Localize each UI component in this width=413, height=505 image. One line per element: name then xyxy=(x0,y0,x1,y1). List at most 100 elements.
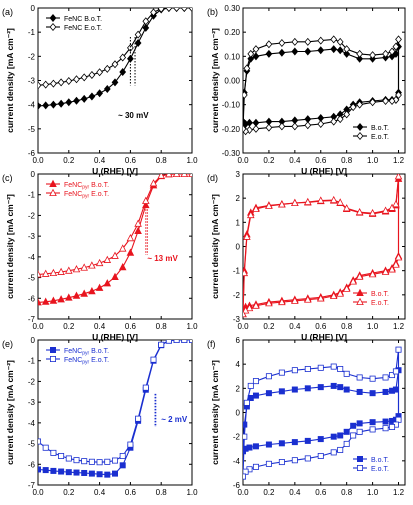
data-point xyxy=(350,432,357,439)
data-point xyxy=(252,204,260,213)
data-point xyxy=(243,91,248,99)
data-point xyxy=(304,365,311,372)
data-point xyxy=(337,446,344,453)
data-point xyxy=(395,91,402,99)
data-point xyxy=(291,439,298,446)
data-point xyxy=(330,382,337,389)
x-tick-label: 1.0 xyxy=(367,156,379,165)
data-point xyxy=(172,174,181,178)
data-point xyxy=(330,449,337,456)
data-point xyxy=(142,17,150,26)
series-2 xyxy=(38,8,192,90)
legend-label: B.o.T. xyxy=(371,125,389,132)
y-tick-label: -7 xyxy=(28,481,36,490)
data-point xyxy=(58,452,65,459)
data-point xyxy=(42,444,49,451)
data-point xyxy=(304,197,312,206)
data-point xyxy=(157,8,165,13)
y-tick-label: -1 xyxy=(28,191,36,200)
x-tick-label: 0.2 xyxy=(63,488,75,497)
data-point xyxy=(72,265,81,273)
data-point xyxy=(73,96,80,105)
data-point xyxy=(342,204,351,212)
x-tick-label: 0.2 xyxy=(263,488,275,497)
chart-panel-b: 0.0 0.2 0.4 0.6 0.8 1.0 1.2 0.30 0.20 0.10 0.00 -0.… xyxy=(207,4,406,176)
panel-label: (a) xyxy=(2,7,13,17)
data-point xyxy=(369,390,376,397)
data-point xyxy=(389,417,396,424)
data-point xyxy=(252,124,260,133)
data-point xyxy=(343,49,351,58)
y-tick-label: 0.00 xyxy=(224,77,240,86)
y-tick-label: 2 xyxy=(236,194,241,203)
data-point xyxy=(317,36,325,45)
data-point xyxy=(165,8,173,12)
y-tick-label: -6 xyxy=(28,460,36,469)
data-point xyxy=(291,457,298,464)
data-point xyxy=(278,388,285,395)
data-point xyxy=(88,70,96,79)
data-point xyxy=(57,78,65,87)
data-point xyxy=(103,64,111,73)
y-tick-label: -5 xyxy=(28,440,36,449)
data-point xyxy=(38,298,42,306)
data-point xyxy=(388,47,396,56)
data-point xyxy=(395,35,402,44)
y-tick-label: -4 xyxy=(28,253,36,262)
data-point xyxy=(291,296,299,304)
data-point xyxy=(392,368,399,375)
data-point xyxy=(317,452,324,459)
data-point xyxy=(343,440,350,447)
data-point xyxy=(243,64,251,73)
y-tick-label: 2 xyxy=(236,384,241,393)
series-2 xyxy=(243,346,402,480)
x-tick-label: 0.0 xyxy=(237,322,249,331)
x-tick-label: 0.2 xyxy=(263,156,275,165)
data-point xyxy=(119,462,126,469)
data-point xyxy=(304,455,311,462)
x-tick-label: 0.8 xyxy=(156,322,168,331)
data-point xyxy=(243,433,248,440)
y-tick-label: -0.20 xyxy=(222,125,241,134)
data-point xyxy=(265,49,273,58)
x-tick-label: 0.2 xyxy=(63,322,75,331)
y-tick-label: 0 xyxy=(236,409,241,418)
y-tick-label: -6 xyxy=(28,149,36,158)
y-tick-label: -4 xyxy=(28,101,36,110)
data-point xyxy=(119,53,127,62)
data-point xyxy=(265,460,272,467)
data-point xyxy=(392,199,400,208)
data-point xyxy=(112,457,119,464)
legend-marker xyxy=(49,14,57,22)
data-point xyxy=(103,279,112,287)
data-point xyxy=(50,100,57,109)
panel-label: (d) xyxy=(207,173,218,183)
legend-marker xyxy=(356,455,363,462)
x-tick-label: 1.2 xyxy=(393,488,405,497)
data-point xyxy=(73,469,80,476)
data-point xyxy=(243,448,246,455)
data-point xyxy=(96,89,103,98)
data-point xyxy=(382,388,389,395)
data-point xyxy=(80,263,88,271)
y-tick-label: -6 xyxy=(28,294,36,303)
data-point xyxy=(336,198,344,206)
data-point xyxy=(65,98,73,107)
data-point xyxy=(142,23,150,32)
y-tick-label: -6 xyxy=(233,481,241,490)
data-point xyxy=(126,233,135,242)
data-point xyxy=(246,126,253,135)
y-tick-label: -2 xyxy=(28,211,36,220)
legend-label: FeNCpyr E.o.T. xyxy=(64,191,109,200)
data-point xyxy=(57,295,65,303)
data-point xyxy=(356,374,363,381)
data-point xyxy=(291,386,298,393)
series-2 xyxy=(38,174,192,278)
data-point xyxy=(291,367,298,374)
x-tick-label: 0.4 xyxy=(289,488,301,497)
data-point xyxy=(252,443,259,450)
legend-label: FeNC E.o.T. xyxy=(64,25,102,32)
x-tick-label: 0.4 xyxy=(289,156,301,165)
data-point xyxy=(388,97,396,106)
